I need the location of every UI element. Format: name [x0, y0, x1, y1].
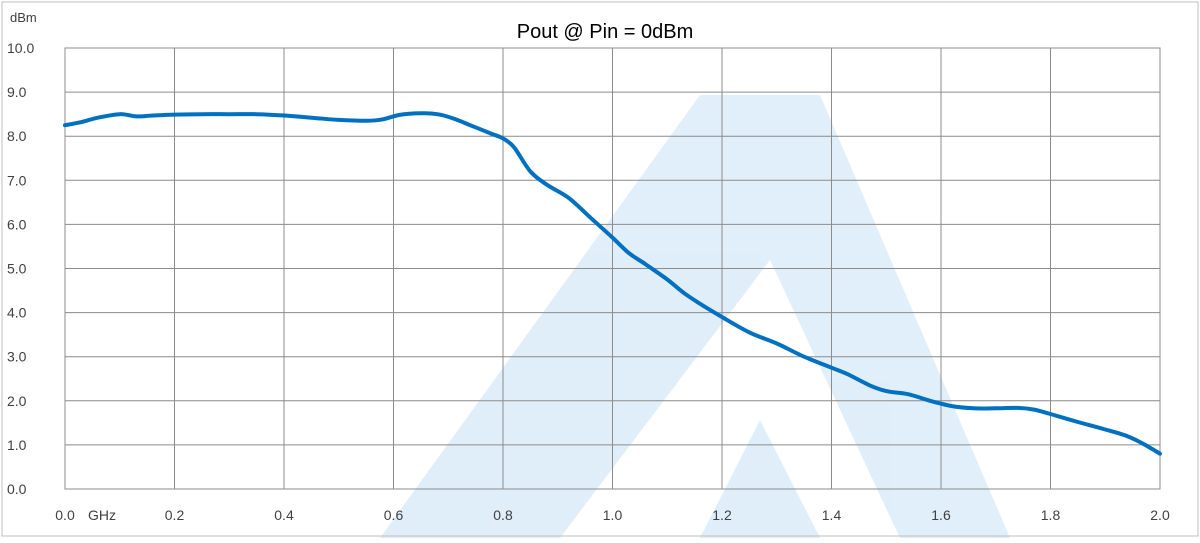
y-tick-label: 1.0 [7, 437, 27, 453]
series-layer [63, 111, 1162, 456]
x-tick-label: 0.6 [384, 507, 404, 523]
y-tick-label: 3.0 [7, 349, 27, 365]
y-tick-label: 9.0 [7, 84, 27, 100]
y-tick-label: 10.0 [7, 40, 34, 56]
x-tick-label: 1.8 [1041, 507, 1061, 523]
x-tick-label: 0.0 [55, 507, 75, 523]
watermark-logo [380, 95, 1010, 538]
y-tick-label: 7.0 [7, 172, 27, 188]
y-tick-label: 2.0 [7, 393, 27, 409]
y-tick-label: 0.0 [7, 481, 27, 497]
x-tick-label: 1.6 [931, 507, 951, 523]
y-tick-label: 5.0 [7, 261, 27, 277]
series-line [63, 111, 1162, 456]
x-tick-label: 1.0 [603, 507, 623, 523]
y-tick-label: 8.0 [7, 128, 27, 144]
y-axis-ticks: 0.0 1.0 2.0 3.0 4.0 5.0 6.0 7.0 8.0 9.0 10.0 [7, 40, 34, 497]
chart-title: Pout @ Pin = 0dBm [517, 21, 694, 43]
x-tick-label: 1.4 [822, 507, 842, 523]
x-tick-label: 1.2 [712, 507, 732, 523]
x-tick-label: 2.0 [1150, 507, 1170, 523]
y-unit-label: dBm [10, 10, 37, 25]
y-tick-label: 4.0 [7, 305, 27, 321]
grid [64, 47, 1161, 490]
y-tick-label: 6.0 [7, 216, 27, 232]
x-tick-label: 0.2 [165, 507, 185, 523]
x-axis-ticks: 0.0 0.2 0.4 0.6 0.8 1.0 1.2 1.4 1.6 1.8 2.0 [55, 507, 1170, 523]
x-unit-label: GHz [88, 507, 116, 523]
x-tick-label: 0.4 [274, 507, 294, 523]
x-tick-label: 0.8 [493, 507, 513, 523]
